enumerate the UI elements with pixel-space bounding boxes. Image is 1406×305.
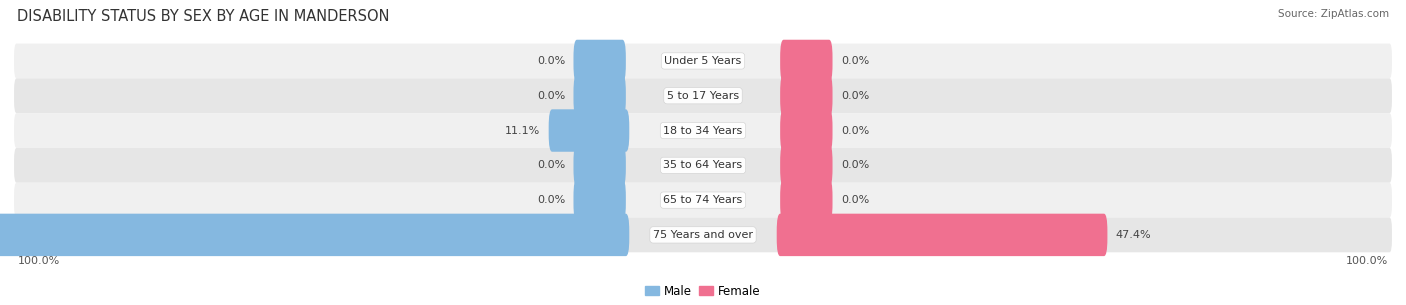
Text: DISABILITY STATUS BY SEX BY AGE IN MANDERSON: DISABILITY STATUS BY SEX BY AGE IN MANDE… (17, 9, 389, 24)
FancyBboxPatch shape (574, 144, 626, 187)
Text: 0.0%: 0.0% (841, 160, 869, 170)
FancyBboxPatch shape (0, 214, 630, 256)
FancyBboxPatch shape (14, 44, 1392, 78)
Text: 65 to 74 Years: 65 to 74 Years (664, 195, 742, 205)
FancyBboxPatch shape (14, 113, 1392, 148)
Text: 0.0%: 0.0% (537, 91, 565, 101)
FancyBboxPatch shape (548, 109, 630, 152)
FancyBboxPatch shape (574, 74, 626, 117)
Text: 100.0%: 100.0% (17, 257, 59, 267)
Text: 47.4%: 47.4% (1116, 230, 1152, 240)
Text: 0.0%: 0.0% (537, 56, 565, 66)
Text: 0.0%: 0.0% (537, 195, 565, 205)
FancyBboxPatch shape (14, 217, 1392, 252)
Text: 0.0%: 0.0% (537, 160, 565, 170)
Text: 75 Years and over: 75 Years and over (652, 230, 754, 240)
Text: Source: ZipAtlas.com: Source: ZipAtlas.com (1278, 9, 1389, 19)
FancyBboxPatch shape (574, 40, 626, 82)
FancyBboxPatch shape (780, 144, 832, 187)
Text: 11.1%: 11.1% (505, 126, 540, 135)
Text: 18 to 34 Years: 18 to 34 Years (664, 126, 742, 135)
FancyBboxPatch shape (776, 214, 1108, 256)
FancyBboxPatch shape (574, 179, 626, 221)
Text: 0.0%: 0.0% (841, 56, 869, 66)
FancyBboxPatch shape (780, 179, 832, 221)
Text: 5 to 17 Years: 5 to 17 Years (666, 91, 740, 101)
FancyBboxPatch shape (780, 40, 832, 82)
Text: Under 5 Years: Under 5 Years (665, 56, 741, 66)
Text: 0.0%: 0.0% (841, 91, 869, 101)
FancyBboxPatch shape (14, 78, 1392, 113)
Text: 100.0%: 100.0% (1347, 257, 1389, 267)
FancyBboxPatch shape (780, 74, 832, 117)
Text: 35 to 64 Years: 35 to 64 Years (664, 160, 742, 170)
FancyBboxPatch shape (14, 183, 1392, 217)
FancyBboxPatch shape (14, 148, 1392, 183)
Text: 0.0%: 0.0% (841, 195, 869, 205)
FancyBboxPatch shape (780, 109, 832, 152)
Text: 0.0%: 0.0% (841, 126, 869, 135)
Legend: Male, Female: Male, Female (641, 280, 765, 302)
